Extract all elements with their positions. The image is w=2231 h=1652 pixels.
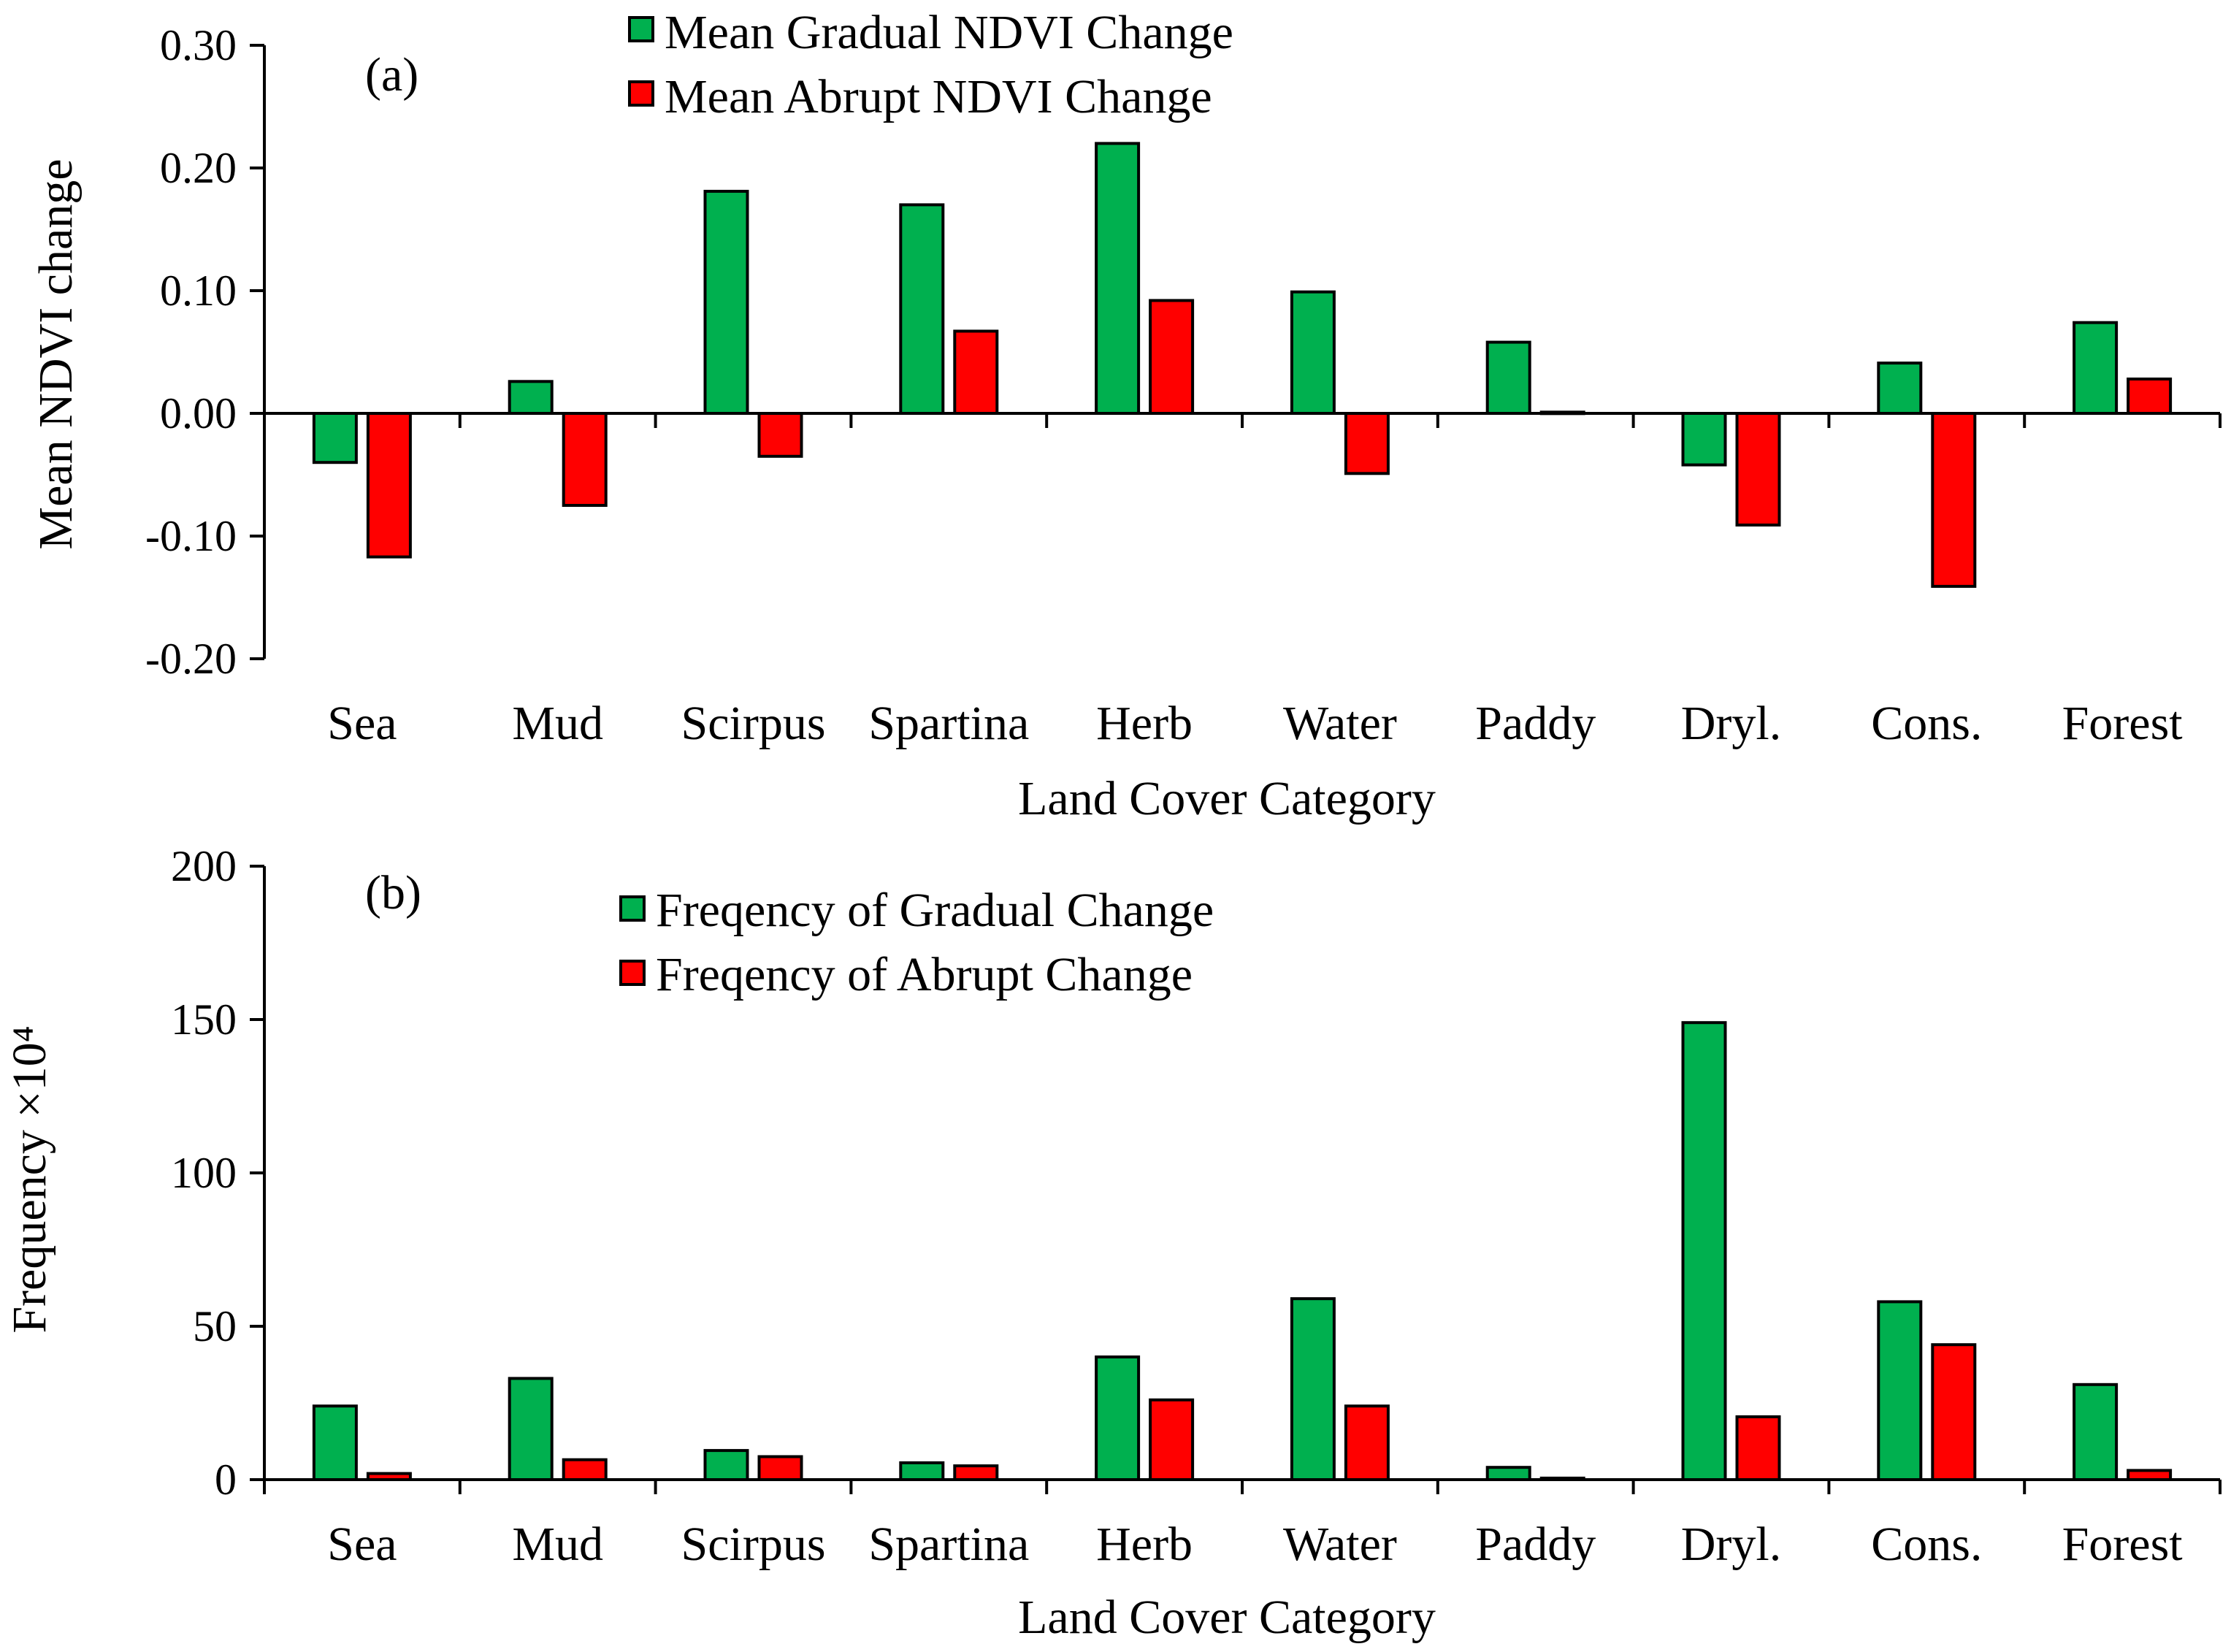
bar-scirpus-gradual [703, 189, 749, 415]
x-tick-label-water: Water [1283, 1518, 1397, 1571]
panel-b-bars [312, 1021, 2173, 1482]
bar-herb-abrupt [1149, 1398, 1195, 1482]
x-tick-label-sea: Sea [327, 697, 397, 750]
bar-dryl-gradual [1681, 1021, 1727, 1481]
bar-spartina-abrupt [953, 1464, 999, 1481]
panel-a-mean-ndvi-change: 0.30 0.20 0.10 0.00 -0.10 -0.20 Sea Mud Scirpus… [29, 6, 2222, 825]
bar-forest-abrupt [2127, 377, 2173, 416]
bar-herb-gradual [1095, 1355, 1141, 1481]
panel-a-x-axis-title: Land Cover Category [1018, 772, 1436, 825]
bar-cons-abrupt [1931, 1343, 1977, 1481]
panel-b-axes [250, 865, 2222, 1494]
panel-a-legend: Mean Gradual NDVI Change Mean Abrupt NDV… [628, 6, 1233, 123]
x-tick-label-cons: Cons. [1871, 697, 1982, 750]
bar-mud-abrupt [562, 1458, 608, 1481]
bar-herb-abrupt [1149, 299, 1195, 415]
y-tick-label: 50 [193, 1302, 237, 1350]
panel-a-axes [250, 44, 2222, 660]
panel-a-label: (a) [365, 48, 418, 102]
bar-cons-gradual [1877, 362, 1923, 415]
bar-sea-gradual [312, 1404, 358, 1481]
x-tick-label-dryl: Dryl. [1681, 1518, 1781, 1571]
legend-label-mean-abrupt: Mean Abrupt NDVI Change [665, 70, 1212, 123]
legend-swatch-frequency-gradual [619, 895, 646, 922]
bar-herb-gradual [1095, 142, 1141, 415]
legend-swatch-mean-gradual [628, 16, 654, 42]
bar-spartina-gradual [899, 1461, 945, 1482]
x-tick-label-spartina: Spartina [868, 1518, 1029, 1571]
panel-b-x-axis-title: Land Cover Category [1018, 1591, 1436, 1644]
bar-paddy-gradual [1485, 1466, 1531, 1481]
legend-label-frequency-gradual: Freqency of Gradual Change [656, 884, 1214, 937]
y-tick-label: 0.10 [160, 267, 237, 315]
legend-label-frequency-abrupt: Freqency of Abrupt Change [656, 948, 1193, 1001]
bar-dryl-abrupt [1735, 1415, 1781, 1482]
bar-water-gradual [1290, 290, 1336, 415]
bar-spartina-abrupt [953, 329, 999, 415]
bar-forest-gradual [2073, 1383, 2119, 1482]
legend-label-mean-gradual: Mean Gradual NDVI Change [665, 6, 1233, 59]
y-tick-label: 0.30 [160, 21, 237, 69]
x-tick-label-spartina: Spartina [868, 697, 1029, 750]
panel-a-x-tick-labels: Sea Mud Scirpus Spartina Herb Water Paddy Dryl.… [327, 697, 2182, 750]
bar-forest-gradual [2073, 321, 2119, 415]
x-tick-label-paddy: Paddy [1475, 697, 1596, 750]
bar-mud-abrupt [562, 412, 608, 507]
panel-b-label: (b) [365, 866, 421, 919]
bar-scirpus-abrupt [757, 1455, 803, 1481]
x-tick-label-paddy: Paddy [1475, 1518, 1596, 1571]
panel-a-y-tick-labels: 0.30 0.20 0.10 0.00 -0.10 -0.20 [145, 21, 237, 683]
bar-dryl-abrupt [1735, 412, 1781, 527]
y-tick-label: 0 [215, 1456, 237, 1504]
panel-b-x-tick-labels: Sea Mud Scirpus Spartina Herb Water Paddy Dryl.… [327, 1518, 2182, 1571]
bar-scirpus-gradual [703, 1449, 749, 1481]
bar-spartina-gradual [899, 203, 945, 415]
x-tick-label-herb: Herb [1096, 1518, 1193, 1571]
y-tick-label: -0.10 [145, 512, 237, 560]
bar-mud-gradual [508, 1377, 554, 1482]
y-tick-label: 0.00 [160, 389, 237, 437]
bar-water-gradual [1290, 1297, 1336, 1481]
x-tick-label-forest: Forest [2062, 697, 2183, 750]
bar-scirpus-abrupt [757, 412, 803, 458]
panel-b-y-tick-labels: 200 150 100 50 0 [171, 842, 237, 1504]
panel-a-y-axis-title: Mean NDVI change [29, 158, 83, 549]
panel-b-frequency: 200 150 100 50 0 Sea Mud Scirpus Spartina Herb Wa… [3, 842, 2222, 1644]
x-tick-label-sea: Sea [327, 1518, 397, 1571]
x-tick-label-water: Water [1283, 697, 1397, 750]
y-tick-label: -0.20 [145, 635, 237, 683]
y-tick-label: 150 [171, 995, 237, 1044]
x-tick-label-dryl: Dryl. [1681, 697, 1781, 750]
x-tick-label-scirpus: Scirpus [681, 1518, 826, 1571]
bar-dryl-gradual [1681, 412, 1727, 467]
y-tick-label: 0.20 [160, 144, 237, 192]
y-tick-label: 100 [171, 1149, 237, 1197]
x-tick-label-mud: Mud [512, 1518, 603, 1571]
x-tick-label-herb: Herb [1096, 697, 1193, 750]
x-tick-label-scirpus: Scirpus [681, 697, 826, 750]
bar-water-abrupt [1344, 412, 1390, 475]
bar-sea-abrupt [366, 412, 412, 559]
bar-water-abrupt [1344, 1404, 1390, 1481]
x-tick-label-cons: Cons. [1871, 1518, 1982, 1571]
bar-mud-gradual [508, 380, 554, 416]
y-tick-label: 200 [171, 842, 237, 890]
legend-swatch-frequency-abrupt [619, 960, 646, 986]
panel-a-bars [312, 142, 2173, 588]
legend-swatch-mean-abrupt [628, 80, 654, 107]
x-tick-label-forest: Forest [2062, 1518, 2183, 1571]
bar-cons-gradual [1877, 1300, 1923, 1482]
x-tick-label-mud: Mud [512, 697, 603, 750]
bar-sea-gradual [312, 412, 358, 464]
bar-cons-abrupt [1931, 412, 1977, 588]
panel-b-legend: Freqency of Gradual Change Freqency of A… [619, 884, 1214, 1001]
panel-b-y-axis-title: Frequency ×10⁴ [3, 1025, 56, 1333]
bar-paddy-gradual [1485, 340, 1531, 415]
